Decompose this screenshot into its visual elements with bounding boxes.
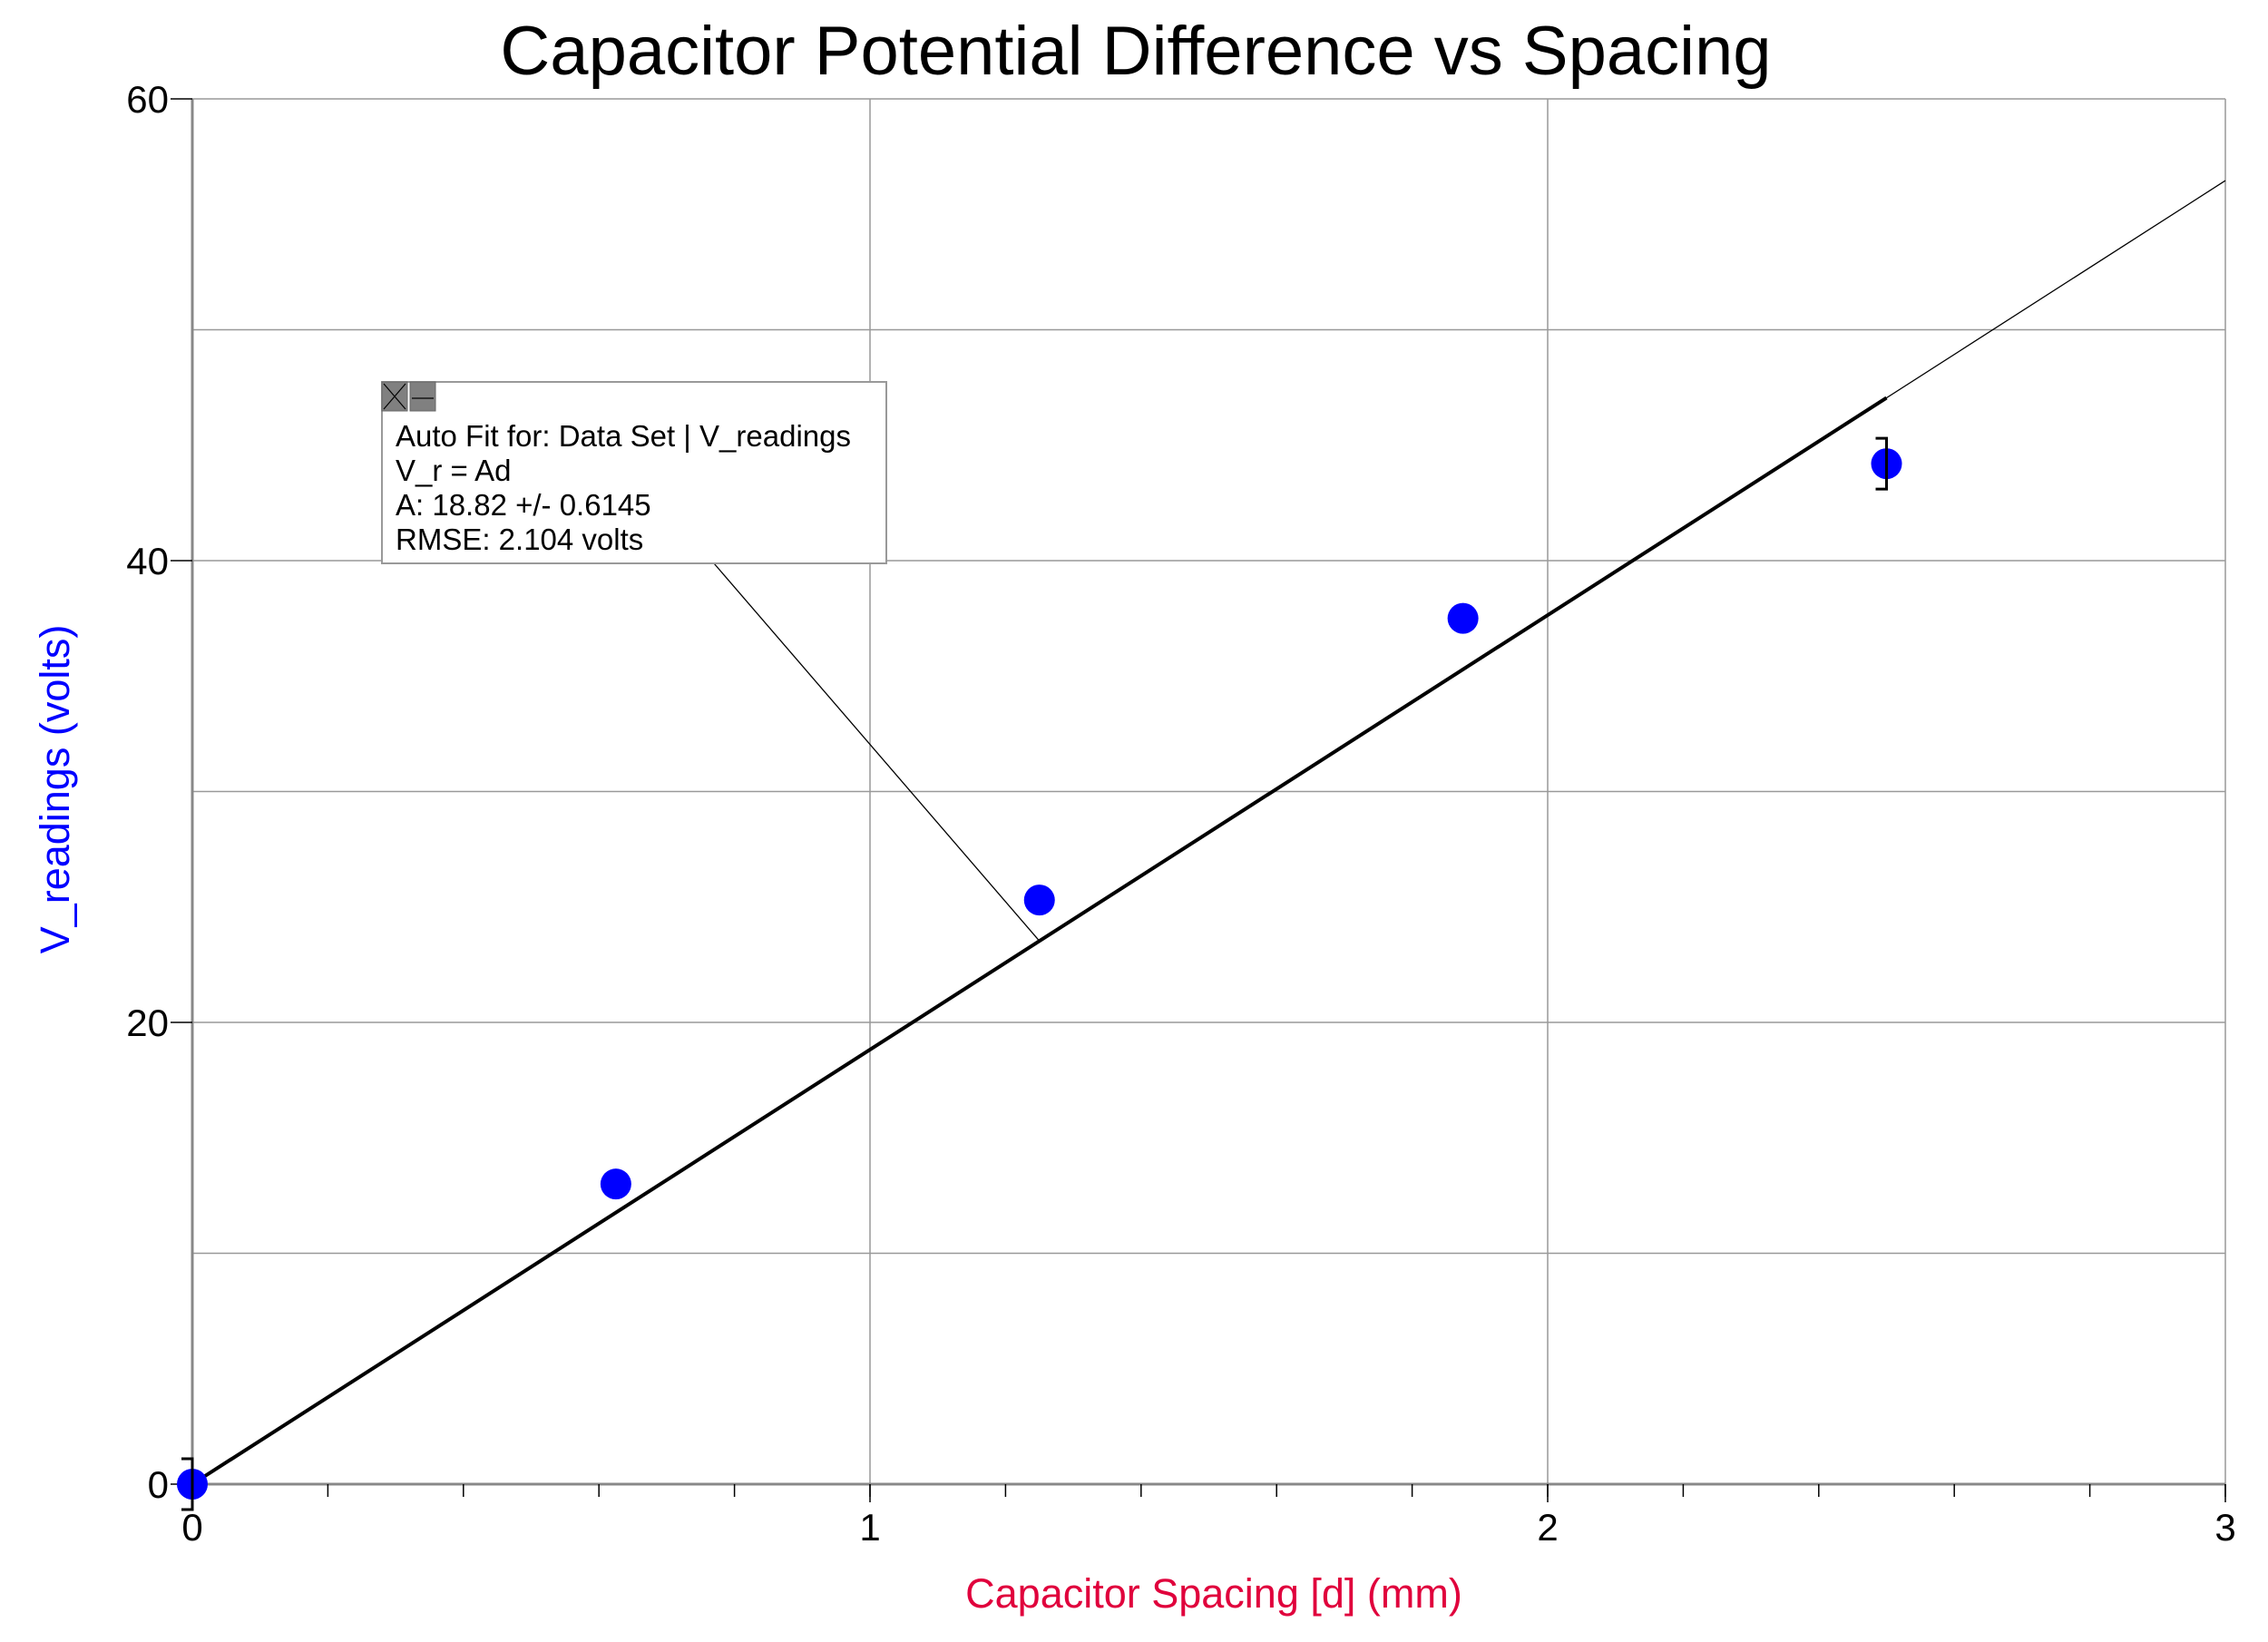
data-point xyxy=(1447,602,1479,634)
x-tick-label: 2 xyxy=(1537,1506,1558,1549)
error-bar xyxy=(1875,436,1888,491)
error-bar xyxy=(181,1457,194,1511)
x-axis-label: Capacitor Spacing [d] (mm) xyxy=(965,1570,1462,1617)
grid xyxy=(191,98,2226,1485)
y-tick-label: 0 xyxy=(148,1463,169,1506)
data-point xyxy=(600,1168,631,1200)
y-axis-label: V_readings (volts) xyxy=(32,625,78,954)
x-tick-label: 0 xyxy=(181,1506,202,1549)
annotation-line: Auto Fit for: Data Set | V_readings xyxy=(396,419,851,453)
annotation-line: A: 18.82 +/- 0.6145 xyxy=(396,488,651,522)
annotation-line: V_r = Ad xyxy=(396,454,512,487)
close-icon[interactable] xyxy=(381,381,408,412)
annotation-leader-line xyxy=(713,562,1041,942)
minimize-icon[interactable] xyxy=(409,381,436,412)
annotation-box xyxy=(381,381,887,564)
y-tick-label: 20 xyxy=(126,1002,169,1044)
data-points xyxy=(177,436,1902,1511)
y-tick-label: 60 xyxy=(126,78,169,121)
minimize-button-bg xyxy=(409,381,436,412)
x-tick-label: 1 xyxy=(859,1506,880,1549)
fit-line xyxy=(191,180,2226,1486)
fit-line-range xyxy=(191,396,1888,1486)
x-tick-label: 3 xyxy=(2214,1506,2235,1549)
close-glyph xyxy=(383,383,406,410)
chart-title: Capacitor Potential Difference vs Spacin… xyxy=(500,13,1771,90)
y-tick-label: 40 xyxy=(126,540,169,582)
ticks: 0 1 2 3 0 20 40 60 xyxy=(126,78,2235,1549)
data-point xyxy=(1023,885,1055,916)
annotation-line: RMSE: 2.104 volts xyxy=(396,523,643,556)
